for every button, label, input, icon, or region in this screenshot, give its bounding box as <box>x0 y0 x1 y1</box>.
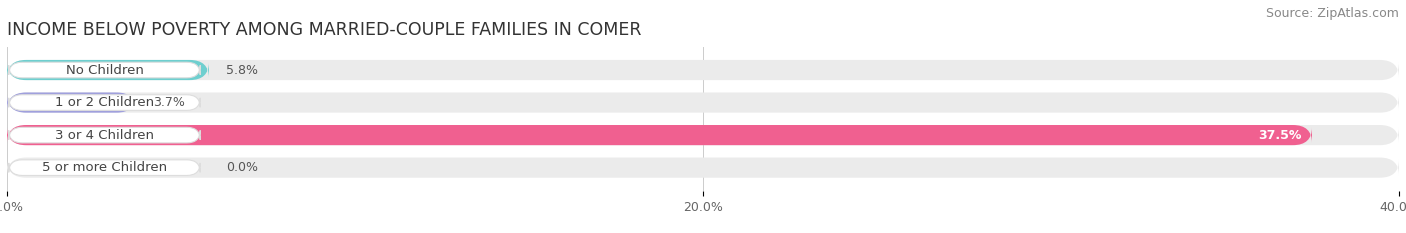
FancyBboxPatch shape <box>8 127 200 143</box>
Text: INCOME BELOW POVERTY AMONG MARRIED-COUPLE FAMILIES IN COMER: INCOME BELOW POVERTY AMONG MARRIED-COUPL… <box>7 21 641 39</box>
Text: 5 or more Children: 5 or more Children <box>42 161 167 174</box>
FancyBboxPatch shape <box>7 125 1399 145</box>
FancyBboxPatch shape <box>7 158 1399 178</box>
Text: 0.0%: 0.0% <box>226 161 259 174</box>
FancyBboxPatch shape <box>7 125 1312 145</box>
FancyBboxPatch shape <box>7 93 1399 113</box>
FancyBboxPatch shape <box>8 62 200 78</box>
Text: No Children: No Children <box>66 64 143 76</box>
FancyBboxPatch shape <box>8 160 200 175</box>
Text: 1 or 2 Children: 1 or 2 Children <box>55 96 155 109</box>
Text: 37.5%: 37.5% <box>1258 129 1302 142</box>
Text: 3.7%: 3.7% <box>153 96 186 109</box>
FancyBboxPatch shape <box>7 60 209 80</box>
FancyBboxPatch shape <box>8 95 200 110</box>
FancyBboxPatch shape <box>7 93 136 113</box>
FancyBboxPatch shape <box>7 60 1399 80</box>
Text: 3 or 4 Children: 3 or 4 Children <box>55 129 155 142</box>
Text: Source: ZipAtlas.com: Source: ZipAtlas.com <box>1265 7 1399 20</box>
Text: 5.8%: 5.8% <box>226 64 259 76</box>
